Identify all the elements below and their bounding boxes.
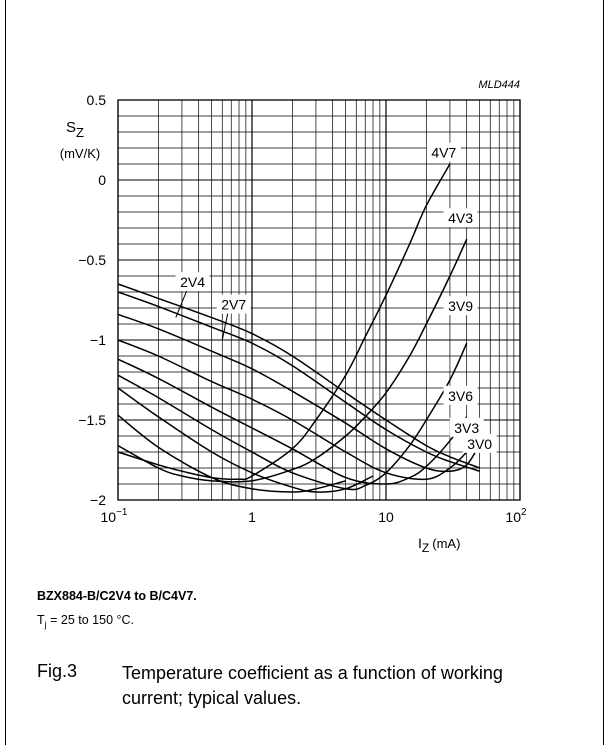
- series-label-4v3: 4V3: [448, 210, 473, 226]
- y-tick-label: 0: [98, 172, 106, 188]
- series-leader-line: [175, 291, 188, 318]
- series-label-3v0: 3V0: [467, 436, 492, 452]
- x-axis-subscript: Z: [422, 541, 429, 555]
- y-tick-label: −1.5: [78, 412, 106, 428]
- figure-title: Temperature coefficient as a function of…: [122, 663, 503, 708]
- y-tick-label: −0.5: [78, 252, 106, 268]
- series-curve-3v9: [117, 342, 468, 491]
- series-label-4v7: 4V7: [431, 145, 456, 161]
- caption-device-range: BZX884-B/C2V4 to B/C4V7.: [37, 589, 197, 603]
- series-curve-7: [117, 387, 374, 493]
- x-tick-labels: 10−1 1 10 102: [101, 507, 528, 525]
- y-axis-symbol: S: [66, 119, 76, 136]
- y-tick-label: −1: [90, 332, 106, 348]
- y-tick-label: 0.5: [87, 92, 107, 108]
- series-curve-2v7: [117, 291, 480, 472]
- series-label-bg: [443, 296, 478, 316]
- figure-frame: [5, 0, 604, 745]
- series-curve-3v0: [117, 313, 481, 473]
- plot-frame: [117, 99, 521, 501]
- series-label-bg: [175, 272, 210, 292]
- figure-id: MLD444: [478, 79, 520, 91]
- y-tick-label: −2: [90, 492, 106, 508]
- y-axis-unit: (mV/K): [60, 146, 100, 161]
- series-label-bg: [449, 417, 484, 437]
- series-curve-3v3: [117, 339, 481, 481]
- series-curve-4v7: [117, 163, 451, 481]
- x-tick-label: 10: [378, 509, 394, 525]
- series-label-3v9: 3V9: [448, 298, 473, 314]
- x-axis-unit: (mA): [432, 536, 460, 551]
- series-label-2v4: 2V4: [180, 274, 205, 290]
- tj-symbol: T: [37, 613, 45, 627]
- series-layer: [117, 163, 481, 493]
- x-axis-symbol: I: [418, 535, 422, 551]
- series-label-bg: [443, 385, 478, 405]
- series-curve-2v4: [117, 283, 480, 469]
- series-curve-8: [117, 414, 346, 493]
- tj-range: = 25 to 150 °C.: [46, 613, 134, 627]
- figure-number: Fig.3: [37, 661, 78, 681]
- plot-area: [117, 99, 521, 501]
- series-label-bg: [462, 433, 497, 453]
- series-curve-3v6: [117, 358, 468, 485]
- x-tick-label: 102: [505, 507, 527, 525]
- series-leader-line: [221, 313, 229, 341]
- chart: MLD444 SZ (mV/K) IZ (mA) 0.50−0.5−1−1.5−2…: [60, 79, 528, 555]
- caption-temperature: Tj = 25 to 150 °C.: [37, 613, 134, 630]
- y-axis-subscript: Z: [76, 125, 84, 140]
- tj-subscript: j: [44, 619, 47, 630]
- series-label-bg: [426, 142, 461, 162]
- y-axis-label: SZ: [66, 119, 84, 140]
- y-tick-labels: 0.5 0 −0.5 −1 −1.5 −2: [78, 92, 106, 508]
- series-label-bg: [216, 294, 251, 314]
- x-tick-label: 1: [248, 509, 256, 525]
- series-label-3v6: 3V6: [448, 388, 473, 404]
- x-tick-label: 10−1: [101, 507, 128, 525]
- series-label-bg: [443, 208, 478, 228]
- x-axis-label: IZ (mA): [418, 535, 460, 555]
- series-curve-4v3: [117, 238, 468, 483]
- series-label-3v3: 3V3: [454, 420, 479, 436]
- series-label-2v7: 2V7: [221, 297, 246, 313]
